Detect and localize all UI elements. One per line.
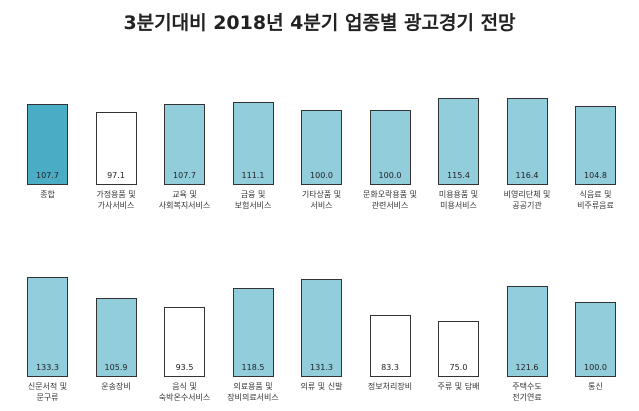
value-label: 111.1 bbox=[241, 171, 265, 180]
bar bbox=[301, 278, 342, 377]
value-label: 133.3 bbox=[36, 363, 59, 372]
bar bbox=[506, 285, 548, 377]
value-label: 107.7 bbox=[36, 171, 59, 180]
value-label: 93.5 bbox=[175, 363, 194, 372]
value-label: 105.9 bbox=[104, 363, 128, 372]
bar bbox=[232, 288, 274, 377]
value-label: 131.3 bbox=[310, 363, 333, 372]
x-tick-label: 문화오락용품 및 관련서비스 bbox=[362, 190, 418, 210]
value-label: 83.3 bbox=[381, 363, 399, 372]
bar bbox=[95, 112, 137, 185]
bar bbox=[27, 104, 68, 185]
x-tick-label: 미용용품 및 미용서비스 bbox=[438, 190, 479, 210]
bar bbox=[95, 297, 137, 377]
x-tick-label: 식음료 및 비주류음료 bbox=[577, 190, 614, 210]
bar bbox=[301, 110, 342, 185]
value-label: 107.7 bbox=[173, 171, 196, 180]
x-tick-label: 음식 및 숙박온수서비스 bbox=[158, 382, 211, 402]
value-label: 75.0 bbox=[449, 363, 468, 372]
value-label: 100.0 bbox=[584, 363, 607, 372]
x-tick-label: 기타상품 및 서비스 bbox=[301, 190, 342, 210]
bar bbox=[369, 110, 411, 185]
bar bbox=[164, 306, 205, 377]
chart-title: 3분기대비 2018년 4분기 업종별 광고경기 전망 bbox=[123, 12, 516, 34]
bar bbox=[164, 104, 205, 185]
value-label: 100.0 bbox=[378, 171, 402, 180]
x-tick-label: 주류 및 담배 bbox=[437, 382, 480, 391]
x-tick-label: 교육 및 사회복지서비스 bbox=[158, 190, 211, 210]
value-label: 100.0 bbox=[310, 171, 333, 180]
x-tick-label: 정보처리장비 bbox=[367, 382, 413, 391]
x-tick-label: 가정용품 및 가사서비스 bbox=[96, 190, 136, 210]
bar bbox=[232, 101, 274, 185]
bar bbox=[27, 277, 68, 377]
value-label: 116.4 bbox=[515, 171, 539, 180]
x-tick-label: 주택수도 전기연료 bbox=[512, 382, 542, 402]
value-label: 121.6 bbox=[515, 363, 539, 372]
value-label: 104.8 bbox=[584, 171, 607, 180]
x-tick-label: 금융 및 보험서비스 bbox=[234, 190, 272, 210]
x-tick-label: 신문서적 및 문구류 bbox=[27, 382, 68, 402]
bar bbox=[438, 98, 479, 185]
x-tick-label: 의류 및 신발 bbox=[300, 382, 343, 391]
value-label: 115.4 bbox=[447, 171, 470, 180]
x-tick-label: 의료용품 및 장비의료서비스 bbox=[227, 382, 279, 402]
bar bbox=[506, 97, 548, 185]
x-tick-label: 비영리단체 및 공공기관 bbox=[503, 190, 551, 210]
bar bbox=[369, 314, 411, 377]
value-label: 118.5 bbox=[241, 363, 265, 372]
bar bbox=[575, 106, 616, 185]
x-tick-label: 통신 bbox=[588, 382, 603, 391]
bar bbox=[575, 302, 616, 377]
value-label: 97.1 bbox=[107, 171, 125, 180]
bar bbox=[438, 320, 479, 377]
x-tick-label: 운송장비 bbox=[101, 382, 131, 391]
x-tick-label: 종합 bbox=[40, 190, 55, 199]
